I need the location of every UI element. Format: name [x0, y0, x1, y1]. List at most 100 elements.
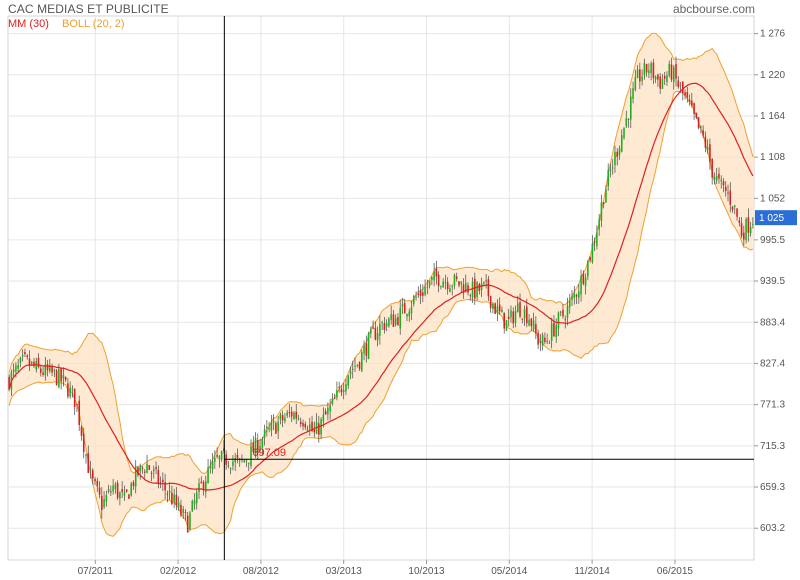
candle-body: [510, 310, 512, 318]
candle-body: [494, 303, 496, 314]
candle-body: [96, 480, 99, 487]
candle-body: [137, 466, 139, 476]
candle-body: [67, 383, 69, 397]
candle-body: [600, 202, 603, 221]
candle-body: [24, 352, 26, 355]
candle-body: [116, 482, 119, 498]
candle-body: [121, 489, 123, 493]
candle-body: [247, 462, 250, 464]
candle-body: [422, 292, 424, 296]
candle-body: [381, 322, 383, 324]
candle-body: [614, 152, 616, 166]
candle-body: [548, 342, 551, 344]
candle-body: [281, 415, 284, 421]
candle-body: [390, 314, 392, 320]
candle-body: [123, 492, 126, 496]
candle-body: [582, 273, 585, 284]
candle-body: [146, 463, 148, 473]
candle-body: [485, 280, 487, 282]
candle-body: [442, 281, 444, 288]
candle-body: [492, 303, 494, 310]
candle-body: [200, 481, 203, 483]
candle-body: [44, 364, 47, 376]
candle-body: [342, 390, 345, 392]
candle-body: [91, 470, 94, 479]
candle-body: [143, 471, 146, 473]
candle-body: [688, 99, 691, 103]
candle-body: [679, 85, 682, 87]
candle-body: [64, 376, 67, 380]
candle-body: [544, 337, 546, 342]
x-tick-label: 02/2012: [160, 566, 197, 577]
candle-body: [476, 282, 478, 298]
candle-body: [657, 74, 659, 80]
candle-body: [128, 494, 130, 499]
candle-body: [596, 232, 598, 246]
candle-body: [299, 421, 302, 425]
candle-body: [15, 365, 17, 372]
candle-body: [697, 117, 700, 129]
candle-body: [193, 500, 196, 505]
legend: MM (30) BOLL (20, 2): [8, 18, 135, 30]
candle-body: [259, 446, 261, 451]
candle-body: [205, 481, 207, 493]
y-tick-label: 715.3: [760, 441, 785, 452]
crosshair-value-label: 697.09: [252, 447, 286, 459]
current-price-badge: [755, 210, 797, 226]
candle-body: [211, 461, 214, 470]
candle-body: [469, 294, 472, 297]
candle-body: [568, 299, 571, 308]
candle-body: [668, 63, 671, 76]
candle-body: [306, 429, 309, 431]
candle-body: [49, 365, 51, 372]
candle-body: [605, 189, 607, 203]
candle-body: [159, 482, 162, 484]
candle-body: [166, 493, 169, 495]
candle-body: [521, 318, 524, 320]
candle-body: [297, 418, 300, 420]
candle-body: [245, 460, 248, 462]
candle-body: [80, 427, 83, 436]
candle-body: [557, 312, 560, 329]
candle-body: [132, 482, 135, 486]
candle-body: [374, 327, 377, 340]
candle-body: [94, 479, 96, 482]
candle-body: [654, 76, 657, 80]
candle-body: [202, 482, 205, 491]
candle-body: [539, 341, 542, 343]
candle-body: [214, 457, 216, 462]
x-tick-label: 10/2013: [408, 566, 445, 577]
candle-body: [704, 136, 707, 148]
candle-body: [437, 274, 440, 287]
candle-body: [408, 311, 411, 317]
candle-body: [426, 286, 429, 288]
candle-body: [331, 398, 334, 404]
bollinger-upper-line: [8, 32, 754, 474]
candle-body: [180, 504, 182, 516]
candle-body: [184, 511, 187, 513]
candle-body: [275, 423, 277, 434]
crosshair: 697.09: [223, 16, 754, 560]
candle-body: [367, 333, 370, 359]
candle-body: [220, 451, 223, 460]
candle-body: [458, 281, 460, 286]
candle-body: [620, 135, 623, 152]
candle-body: [388, 318, 390, 327]
candle-body: [141, 467, 144, 469]
candle-body: [661, 78, 664, 89]
candle-body: [559, 311, 562, 313]
candle-body: [376, 333, 379, 341]
candle-body: [639, 69, 641, 82]
y-tick-label: 1 220: [760, 70, 785, 81]
candle-body: [33, 361, 35, 367]
candle-body: [537, 332, 539, 345]
candle-body: [550, 323, 553, 341]
candle-body: [634, 77, 637, 91]
candle-body: [356, 364, 359, 366]
candle-body: [435, 268, 438, 277]
candle-body: [584, 277, 587, 286]
ma-line: [8, 82, 754, 491]
y-tick-label: 827.4: [760, 358, 785, 369]
